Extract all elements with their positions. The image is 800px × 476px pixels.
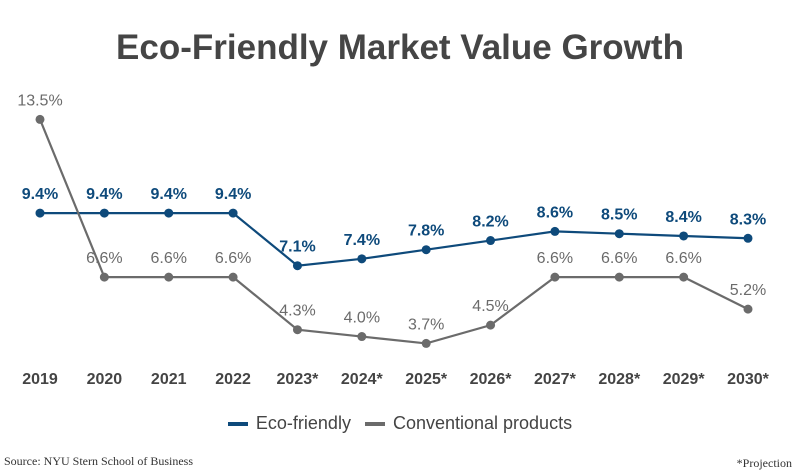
legend-swatch	[227, 421, 248, 426]
legend-swatch	[364, 421, 385, 426]
data-point[interactable]	[99, 272, 109, 282]
legend-label: Conventional products	[392, 413, 573, 433]
data-point[interactable]	[35, 114, 45, 124]
x-tick-label: 2024*	[341, 371, 384, 388]
data-point[interactable]	[292, 261, 302, 271]
data-point[interactable]	[486, 320, 496, 330]
data-label: 13.5%	[17, 92, 62, 109]
x-tick-label: 2022	[215, 371, 251, 388]
data-label: 4.3%	[279, 303, 315, 320]
data-label: 4.5%	[472, 298, 508, 315]
data-label: 3.7%	[408, 316, 444, 333]
legend-label: Eco-friendly	[255, 413, 351, 433]
data-point[interactable]	[292, 325, 302, 335]
data-label: 4.0%	[344, 310, 380, 327]
data-label: 9.4%	[22, 186, 58, 203]
data-point[interactable]	[357, 332, 367, 342]
data-label: 5.2%	[730, 282, 766, 299]
data-label: 7.4%	[344, 232, 380, 249]
data-point[interactable]	[550, 272, 560, 282]
series-line	[38, 118, 749, 345]
data-label: 8.6%	[537, 204, 573, 221]
data-point[interactable]	[164, 272, 174, 282]
data-label: 8.2%	[472, 214, 508, 231]
data-point[interactable]	[35, 208, 45, 218]
x-tick-label: 2025*	[405, 371, 448, 388]
data-point[interactable]	[679, 231, 689, 241]
x-tick-label: 2021	[151, 371, 187, 388]
data-label: 7.1%	[279, 239, 315, 256]
x-tick-label: 2030*	[727, 371, 770, 388]
data-label: 8.5%	[601, 207, 637, 224]
data-label: 8.4%	[665, 209, 701, 226]
source-note: Source: NYU Stern School of Business	[4, 454, 193, 468]
data-point[interactable]	[164, 208, 174, 218]
legend: Eco-friendly Conventional products	[0, 413, 800, 434]
data-label: 9.4%	[150, 186, 186, 203]
data-label: 6.6%	[150, 250, 186, 267]
x-tick-label: 2027*	[534, 371, 577, 388]
data-label: 8.3%	[730, 211, 766, 228]
data-label: 9.4%	[86, 186, 122, 203]
data-point[interactable]	[679, 272, 689, 282]
x-tick-label: 2023*	[277, 371, 320, 388]
data-point[interactable]	[743, 233, 753, 243]
data-label: 6.6%	[537, 250, 573, 267]
data-label: 6.6%	[86, 250, 122, 267]
x-tick-label: 2028*	[598, 371, 641, 388]
x-tick-label: 2029*	[663, 371, 706, 388]
legend-item-eco-friendly[interactable]: Eco-friendly	[227, 413, 351, 434]
projection-note: *Projection	[736, 456, 792, 470]
data-point[interactable]	[743, 304, 753, 314]
x-tick-label: 2020	[87, 371, 123, 388]
data-point[interactable]	[228, 272, 238, 282]
data-point[interactable]	[614, 229, 624, 239]
x-tick-label: 2019	[22, 371, 58, 388]
legend-item-conventional[interactable]: Conventional products	[364, 413, 573, 434]
data-point[interactable]	[421, 245, 431, 255]
data-point[interactable]	[486, 236, 496, 246]
chart-title: Eco-Friendly Market Value Growth	[116, 28, 684, 67]
data-point[interactable]	[228, 208, 238, 218]
data-label: 7.8%	[408, 223, 444, 240]
data-point[interactable]	[421, 338, 431, 348]
data-label: 9.4%	[215, 186, 251, 203]
data-point[interactable]	[357, 254, 367, 264]
data-point[interactable]	[550, 226, 560, 236]
data-label: 6.6%	[601, 250, 637, 267]
data-point[interactable]	[614, 272, 624, 282]
data-label: 6.6%	[215, 250, 251, 267]
series-line	[40, 212, 749, 267]
data-label: 6.6%	[665, 250, 701, 267]
x-tick-label: 2026*	[470, 371, 513, 388]
data-point[interactable]	[99, 208, 109, 218]
